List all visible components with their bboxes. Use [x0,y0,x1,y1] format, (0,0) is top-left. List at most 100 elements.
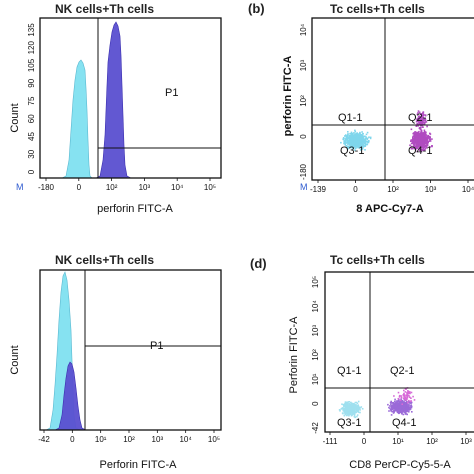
panel-b-event-magenta [413,141,415,143]
panel-b-event-cyan [347,134,349,137]
panel-d-event-cyan [356,410,359,413]
panel-b-event-cyan [363,142,366,144]
panel-a-y-tick-label: 135 [27,23,36,37]
panel-b-event-magenta [410,139,412,141]
panel-d-event-cyan [360,406,363,408]
panel-b-event-cyan [357,146,360,148]
panel-b-event-magenta [419,118,421,120]
panel-b-event-magenta [414,145,417,148]
panel-b-event-cyan [357,137,359,139]
panel-a-x-tick-label: 10³ [139,183,151,192]
panel-d-event-violet [410,404,412,407]
panel-a-title: NK cells+Th cells [55,2,154,16]
panel-a-y-tick-label: 60 [27,114,36,123]
panel-d-event-cyan [352,406,355,408]
panel-b-event-cyan [344,135,346,137]
panel-a-hist-blue [95,21,132,179]
panel-b-event-cyan [347,131,349,133]
panel-d-event-cyan [344,413,346,415]
panel-c-ylabel: Count [9,345,21,374]
panel-b-event-cyan [355,135,357,137]
panel-d-event-cyan [339,410,341,412]
panel-b-event-cyan [351,141,353,144]
panel-d-event-cyan [350,404,353,407]
panel-b-event-magenta [424,133,427,136]
panel-d-event-cyan [359,409,361,411]
panel-d-event-violet [407,401,409,404]
panel-b-event-magenta [423,143,426,146]
panel-b-event-cyan [362,132,364,135]
panel-d-event-violet [403,408,406,411]
panel-d-event-violet [402,394,405,396]
panel-b-event-magenta [420,130,423,132]
panel-d-event-violet [397,405,399,408]
panel-d-event-violet [390,409,392,411]
panel-d-event-cyan [353,410,355,413]
panel-a-y-tick-label: 30 [27,149,36,158]
panel-d-event-violet [395,404,397,406]
panel-d-event-violet [405,405,407,407]
panel-d-event-cyan [345,406,347,408]
panel-b-event-magenta [418,149,421,152]
panel-d-event-violet [401,412,403,415]
panel-d-event-violet [399,403,402,405]
panel-d-event-violet [397,398,400,400]
panel-b-event-magenta [427,137,429,139]
panel-b-event-magenta [424,139,427,142]
panel-d-event-violet [402,397,405,399]
panel-b-event-magenta [416,135,419,138]
panel-b-event-cyan [352,139,355,141]
panel-d-event-violet [400,410,402,413]
panel-b-event-cyan [353,132,355,134]
panel-d-event-cyan [352,409,354,412]
panel-b-q1-label: Q1-1 [338,112,362,124]
panel-b-ylabel: perforin FITC-A [282,56,294,137]
panel-b-event-magenta [419,116,422,118]
panel-b-event-magenta [415,141,418,143]
panel-b-event-cyan [358,133,360,135]
panel-d-x-ticks: -111 0 10¹ 10² 10³ [323,432,472,446]
panel-b-event-cyan [362,140,364,142]
panel-b-event-magenta [420,122,422,125]
panel-d-event-violet [398,394,401,397]
panel-b-event-cyan [347,143,349,146]
panel-b-event-cyan [354,135,356,138]
panel-b-event-cyan [353,140,356,143]
panel-d-event-violet [400,411,403,413]
panel-d-event-violet [403,389,405,392]
panel-b-event-magenta [412,143,415,146]
panel-b-event-magenta [417,144,420,147]
panel-b-marker-label: M [300,182,308,192]
panel-b-q4-label: Q4-1 [408,145,432,157]
panel-b-event-cyan [342,137,345,139]
panel-b-event-magenta [416,143,418,145]
panel-d-event-violet [403,407,406,410]
panel-d-event-violet [398,396,401,398]
panel-a-y-ticks: 135 120 105 90 75 60 45 30 0 [27,23,36,174]
panel-d-event-violet [404,413,407,415]
panel-d-event-violet [407,392,409,395]
panel-d-event-cyan [348,414,350,417]
panel-d-event-violet [400,408,403,411]
panel-a-y-tick-label: 0 [27,169,36,174]
panel-b-event-magenta [423,136,426,138]
panel-d-event-violet [397,410,399,412]
panel-b-event-magenta [426,141,428,144]
panel-d-event-cyan [343,414,346,417]
panel-d-event-violet [409,396,411,399]
panel-b-event-cyan [355,145,357,147]
panel-b-event-cyan [359,132,361,135]
panel-b-event-cyan [366,140,369,143]
panel-b-event-cyan [359,133,362,136]
panel-d-event-violet [410,401,413,404]
panel-d-plot-frame [324,271,474,433]
panel-d-x-tick-label: 10³ [460,437,472,446]
panel-b-event-cyan [361,133,363,136]
panel-b-event-cyan [344,140,346,143]
panel-b-event-magenta [413,147,416,149]
panel-d-event-cyan [354,413,356,415]
panel-b-event-cyan [345,134,347,137]
panel-b-event-magenta [421,117,423,119]
panel-b-event-magenta [421,126,424,128]
panel-b-plot-frame [311,17,474,181]
